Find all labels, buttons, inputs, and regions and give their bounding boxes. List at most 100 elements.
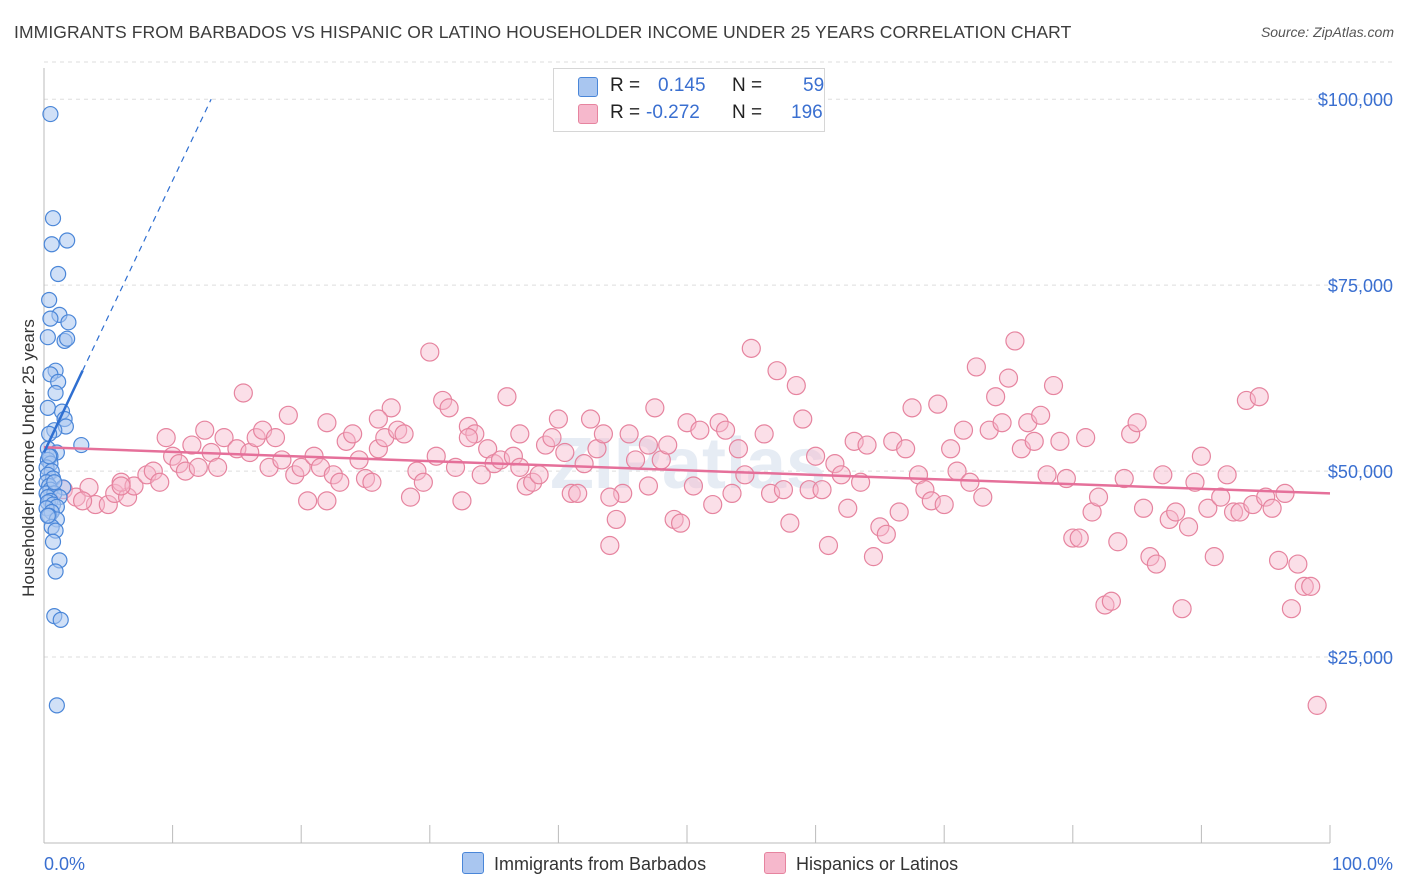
data-point-hispanic — [1140, 547, 1160, 567]
data-point-hispanic — [497, 387, 517, 407]
data-point-hispanic — [973, 487, 993, 507]
data-point-hispanic — [998, 368, 1019, 388]
data-point-hispanic — [343, 424, 363, 444]
data-point-hispanic — [510, 457, 530, 477]
data-point-hispanic — [728, 439, 749, 459]
data-point-hispanic — [1108, 532, 1128, 552]
data-point-hispanic — [844, 431, 864, 451]
data-point-hispanic — [72, 491, 93, 511]
data-point-hispanic — [362, 472, 382, 492]
data-point-hispanic — [986, 387, 1006, 407]
data-point-hispanic — [941, 439, 961, 459]
data-point-hispanic — [150, 472, 170, 492]
data-point-hispanic — [317, 413, 337, 433]
data-point-hispanic — [452, 491, 472, 511]
data-point-hispanic — [188, 457, 208, 477]
trend-line-hispanic — [43, 446, 1331, 495]
legend-r-label: R = — [610, 102, 641, 123]
data-point-hispanic — [265, 428, 286, 448]
data-point-barbados — [44, 533, 62, 550]
trend-line-barbados — [42, 370, 84, 454]
data-point-hispanic — [1198, 498, 1218, 518]
legend-r-value: -0.272 — [646, 102, 700, 123]
data-point-barbados — [52, 611, 69, 628]
data-point-hispanic — [921, 491, 941, 511]
data-point-barbados — [59, 232, 76, 249]
data-point-barbados — [46, 474, 63, 491]
data-point-hispanic — [1301, 576, 1321, 596]
data-point-barbados — [48, 697, 65, 714]
data-point-hispanic — [1275, 483, 1295, 504]
data-point-hispanic — [741, 338, 761, 358]
data-point-hispanic — [381, 398, 401, 418]
data-point-hispanic — [896, 439, 916, 459]
data-point-hispanic — [298, 491, 318, 511]
bottom-legend-hispanic: Hispanics or Latinos — [764, 852, 958, 875]
y-tick-label: $75,000 — [1328, 276, 1393, 296]
data-point-hispanic — [291, 457, 311, 477]
data-point-hispanic — [1185, 472, 1205, 492]
bottom-legend-swatch-blue — [462, 852, 484, 874]
axes — [43, 68, 1331, 844]
data-point-hispanic — [735, 465, 755, 485]
data-point-hispanic — [863, 547, 884, 567]
data-point-hispanic — [285, 465, 305, 485]
data-point-hispanic — [1031, 405, 1051, 425]
data-point-hispanic — [175, 461, 196, 481]
data-point-hispanic — [934, 494, 954, 515]
data-point-hispanic — [619, 424, 639, 444]
data-point-hispanic — [433, 390, 453, 411]
data-point-hispanic — [580, 409, 601, 429]
data-point-hispanic — [915, 480, 935, 500]
data-point-barbados — [42, 310, 59, 327]
data-point-hispanic — [1178, 517, 1199, 537]
data-point-hispanic — [542, 428, 562, 448]
data-point-hispanic — [825, 454, 845, 474]
data-point-hispanic — [278, 405, 298, 425]
data-point-hispanic — [1069, 528, 1089, 548]
trend-lines — [42, 98, 1331, 495]
legend-n-value: 196 — [791, 102, 823, 123]
data-point-hispanic — [780, 513, 800, 533]
data-point-hispanic — [857, 435, 877, 455]
y-axis-title: Householder Income Under 25 years — [19, 319, 38, 597]
data-point-hispanic — [638, 435, 659, 455]
data-point-hispanic — [323, 465, 343, 485]
data-point-hispanic — [902, 398, 922, 418]
data-point-barbados — [43, 236, 60, 253]
bottom-legend-label: Hispanics or Latinos — [796, 854, 959, 874]
data-point-hispanic — [786, 375, 806, 396]
y-tick-label: $25,000 — [1328, 648, 1393, 668]
data-point-barbados — [47, 384, 64, 402]
data-point-hispanic — [793, 409, 813, 429]
data-point-hispanic — [1294, 576, 1314, 596]
data-point-barbados — [73, 436, 90, 454]
x-tick-label: 0.0% — [44, 854, 85, 874]
data-point-hispanic — [722, 483, 742, 504]
data-point-hispanic — [767, 361, 787, 381]
data-point-hispanic — [1146, 554, 1166, 574]
data-point-hispanic — [1288, 554, 1308, 574]
data-point-hispanic — [523, 472, 543, 492]
data-point-hispanic — [1268, 550, 1289, 570]
data-point-hispanic — [1204, 547, 1224, 567]
data-point-hispanic — [1249, 387, 1269, 407]
bottom-legend-swatch-pink — [764, 852, 786, 874]
data-point-hispanic — [535, 435, 556, 455]
data-point-hispanic — [1063, 528, 1083, 548]
data-point-hispanic — [246, 428, 266, 448]
data-point-hispanic — [143, 461, 163, 481]
data-point-hispanic — [1159, 509, 1179, 530]
data-point-hispanic — [658, 435, 678, 455]
bottom-legend-barbados: Immigrants from Barbados — [462, 852, 706, 875]
data-point-hispanic — [992, 413, 1012, 433]
data-point-hispanic — [561, 483, 581, 504]
data-point-hispanic — [709, 413, 729, 433]
data-point-hispanic — [169, 454, 189, 474]
data-point-barbados — [41, 291, 58, 309]
data-point-hispanic — [98, 494, 118, 515]
series-barbados-points — [38, 105, 90, 714]
data-point-hispanic — [966, 357, 986, 377]
data-point-hispanic — [760, 483, 781, 504]
data-point-hispanic — [838, 498, 858, 518]
